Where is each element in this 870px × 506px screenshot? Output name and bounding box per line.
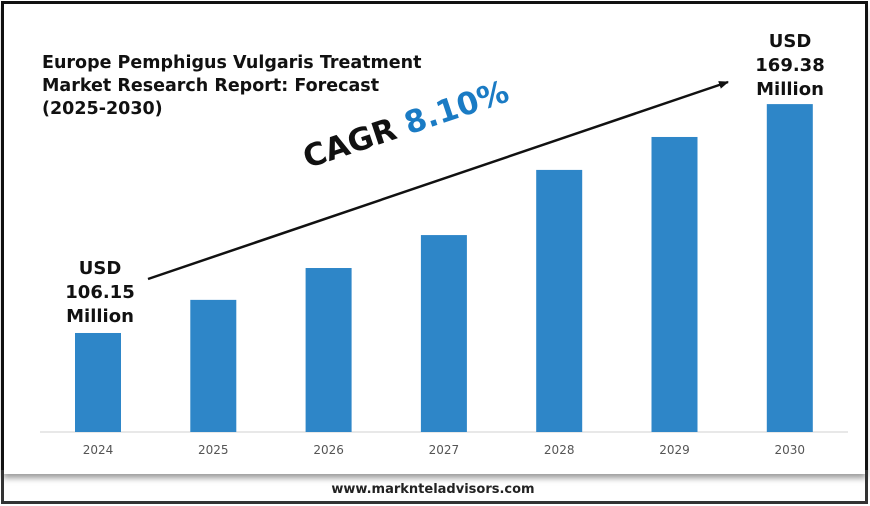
bar-2025: [190, 299, 237, 432]
x-tick-label: 2024: [83, 443, 114, 457]
chart-title: Europe Pemphigus Vulgaris Treatment Mark…: [42, 53, 422, 119]
x-tick-label: 2030: [775, 443, 806, 457]
end-unit: Million: [756, 79, 824, 100]
x-tick-label: 2027: [429, 443, 460, 457]
footer-url[interactable]: www.marknteladvisors.com: [331, 482, 535, 497]
end-value-label: USD 169.38 Million: [750, 30, 830, 102]
end-value: 169.38: [755, 55, 825, 76]
bar-2028: [536, 169, 583, 433]
x-tick-label: 2028: [544, 443, 575, 457]
footer-frame: [1, 470, 868, 504]
x-tick-label: 2029: [659, 443, 690, 457]
x-tick-label: 2025: [198, 443, 229, 457]
growth-arrow: [147, 80, 729, 281]
x-tick-label: 2026: [313, 443, 344, 457]
end-currency: USD: [768, 31, 812, 52]
start-value: 106.15: [65, 282, 135, 303]
bar-2026: [305, 268, 352, 432]
bar-2030: [766, 104, 813, 432]
start-value-label: USD 106.15 Million: [60, 257, 140, 329]
start-currency: USD: [78, 258, 122, 279]
start-unit: Million: [66, 306, 134, 327]
bar-2027: [420, 235, 467, 432]
bar-2029: [651, 136, 698, 432]
bar-2024: [75, 332, 121, 432]
